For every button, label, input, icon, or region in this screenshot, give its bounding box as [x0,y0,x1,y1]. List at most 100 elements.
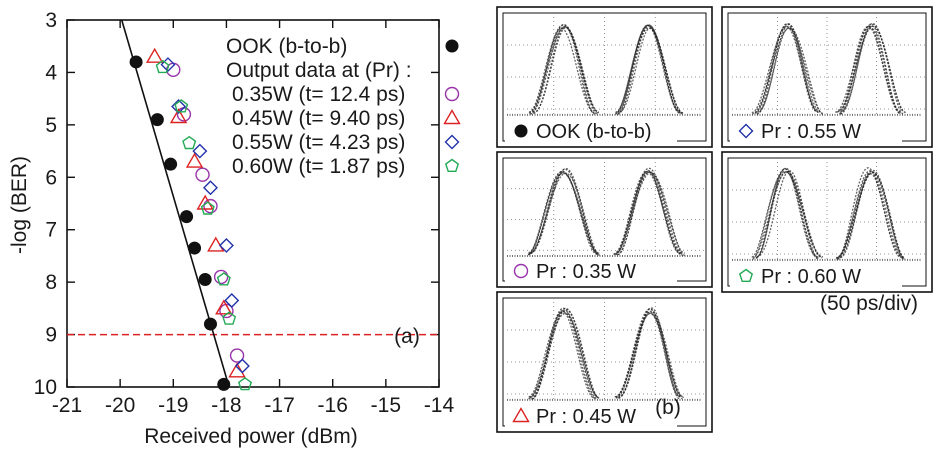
eye-trace [531,307,597,400]
data-point-series-3 [160,57,176,73]
eye-trace [614,167,684,255]
legend-entry-label: 0.45W (t= 9.40 ps) [232,107,405,130]
data-point-series-4 [155,59,170,74]
y-tick-label: 9 [45,324,57,347]
eye-legend-marker [513,263,529,279]
eye-trace [532,26,596,115]
y-tick-label: 10 [34,376,57,399]
y-tick-label: 7 [45,219,57,242]
eye-legend-marker [738,123,754,139]
data-point-series-4 [174,99,189,113]
legend-marker [443,109,461,125]
data-point-series-4 [182,135,197,150]
eye-label: Pr : 0.35 W [536,261,636,283]
x-tick-label: -17 [264,394,294,417]
x-tick-label: -15 [371,394,401,417]
eye-trace [616,170,683,256]
eye-trace [530,26,598,115]
data-point-series-1 [229,348,245,363]
x-tick-label: -18 [211,394,241,417]
legend-marker [444,158,460,173]
plot-frame [66,19,440,388]
eye-trace [757,23,819,113]
y-tick-label: 8 [45,271,57,294]
data-point-series-1 [213,269,229,285]
time-scale-label: (50 ps/div) [820,292,918,315]
x-tick-label: -20 [105,394,135,417]
x-tick-label: -16 [318,394,348,417]
legend-entry-label: 0.60W (t= 1.87 ps) [232,155,405,178]
eye-label-bg [730,262,902,290]
eye-trace [618,308,681,399]
data-point-series-3 [192,143,208,159]
data-point-series-0 [164,157,178,171]
eye-label-bg [505,402,677,430]
y-tick-label: 3 [45,9,57,32]
eye-diagram: Pr : 0.35 W [496,151,713,288]
eye-trace [837,22,904,115]
eye-trace [751,170,824,258]
eye-trace [755,167,820,259]
panel-a-label: (a) [394,325,420,348]
data-point-series-3 [171,99,187,114]
eye-label: Pr : 0.60 W [761,266,861,288]
panel-b-label: (b) [655,396,681,419]
eye-trace [528,307,600,400]
eye-trace [837,170,904,260]
eye-label-bg [505,257,677,285]
eye-trace [837,167,904,258]
eye-label: Pr : 0.55 W [761,121,861,143]
eye-label: OOK (b-to-b) [536,121,652,143]
eye-trace [528,24,600,113]
eye-trace [617,169,681,256]
ber-chart-panel: -21 -20 -19 -18 -17 -16 -15 -14 3 4 5 6 7 8 9 10 OOK (… [8,9,461,448]
eye-trace [751,27,824,115]
y-tick-labels: 3 4 5 6 7 8 9 10 [34,9,58,399]
eye-trace [616,24,682,114]
ook-fit-line [120,19,230,388]
x-tick-label: -14 [424,394,455,417]
eye-label-bg [505,117,677,145]
data-point-series-0 [150,113,164,127]
eye-trace [839,25,902,115]
data-point-series-0 [198,273,212,287]
eye-trace [613,172,685,256]
eye-trace [840,25,902,115]
eye-legend-marker [512,407,530,423]
data-point-series-4 [222,311,237,325]
legend-entry-label: 0.55W (t= 4.23 ps) [232,131,405,154]
data-point-series-3 [202,180,218,196]
eye-trace [752,168,823,260]
eye-trace [615,27,684,114]
eye-label: Pr : 0.45 W [536,406,636,428]
eye-trace [615,171,684,256]
data-point-series-1 [195,167,210,182]
data-point-series-3 [218,237,234,253]
eye-legend-marker [514,124,528,138]
data-point-series-4 [237,377,253,391]
eye-diagram: Pr : 0.45 W [496,291,713,433]
y-tick-label: 5 [45,114,57,137]
eye-trace [528,312,599,398]
x-axis-label: Received power (dBm) [144,425,358,448]
eye-trace [530,310,597,400]
data-points [129,47,253,391]
legend-entry-label: 0.35W (t= 12.4 ps) [232,83,405,106]
data-point-series-3 [224,293,240,308]
legend-marker [445,39,459,53]
eye-legend-marker [738,268,754,282]
y-tick-label: 4 [45,61,57,84]
eye-trace [615,25,684,115]
eye-diagram-panel: OOK (b-to-b) Pr : 0.55 W Pr : 0.35 W Pr : 0… [496,6,933,433]
eye-diagram: Pr : 0.60 W [721,151,933,293]
legend-entry-label: OOK (b-to-b) [226,35,347,58]
data-point-series-0 [129,55,143,69]
legend-subheader: Output data at (Pr) : [226,59,412,82]
data-point-series-4 [216,272,231,286]
eye-trace [615,308,683,398]
data-point-series-2 [185,152,204,168]
legend-marker [444,134,460,150]
data-point-series-4 [200,201,215,215]
data-point-series-2 [145,47,164,63]
